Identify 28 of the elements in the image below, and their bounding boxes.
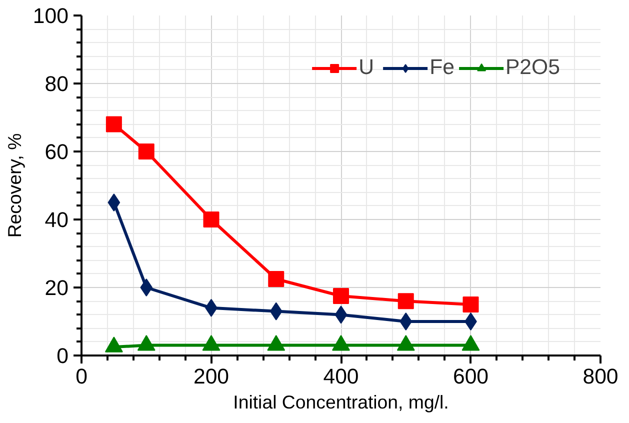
y-tick-label: 40 xyxy=(44,208,69,232)
x-tick-label: 0 xyxy=(76,364,88,388)
legend-label: P2O5 xyxy=(505,55,560,80)
y-tick-label: 60 xyxy=(44,140,69,164)
point xyxy=(334,306,348,324)
point xyxy=(333,288,349,304)
point xyxy=(203,212,220,228)
point xyxy=(106,116,122,132)
x-tick-label: 200 xyxy=(193,364,230,388)
legend-label: Fe xyxy=(430,55,454,80)
y-tick-label: 80 xyxy=(44,72,69,96)
legend-label: U xyxy=(358,55,375,80)
y-tick-label: 0 xyxy=(56,344,69,368)
x-tick-label: 400 xyxy=(323,364,359,388)
point xyxy=(268,271,284,287)
point xyxy=(462,296,479,312)
point xyxy=(400,312,412,330)
point xyxy=(108,194,120,212)
x-axis-title: Initial Concentration, mg/l. xyxy=(233,392,449,412)
y-tick-label: 100 xyxy=(32,4,69,28)
y-axis-title: Recovery, % xyxy=(4,133,25,238)
x-tick-label: 800 xyxy=(582,364,618,388)
point xyxy=(270,302,282,320)
point xyxy=(140,278,153,296)
point xyxy=(138,144,154,160)
point xyxy=(398,293,414,310)
y-tick-label: 20 xyxy=(44,276,69,300)
x-tick-label: 600 xyxy=(452,364,489,388)
